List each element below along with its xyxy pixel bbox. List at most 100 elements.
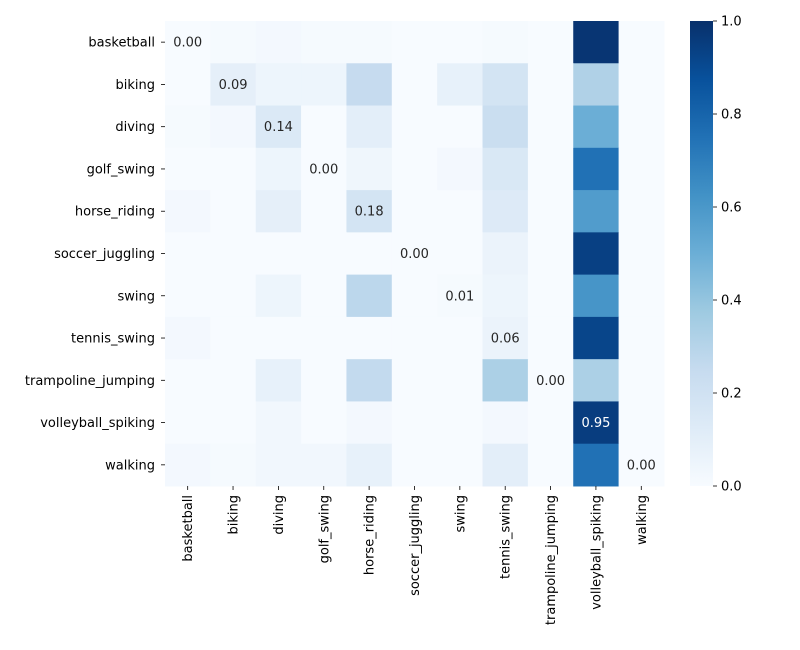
cell-annotation: 0.14 bbox=[264, 120, 293, 135]
heatmap-cell bbox=[391, 274, 438, 318]
heatmap-cells bbox=[165, 21, 665, 487]
y-tick-label: soccer_juggling bbox=[54, 247, 155, 262]
x-tick-label: trampoline_jumping bbox=[544, 495, 559, 625]
heatmap-cell bbox=[210, 21, 257, 64]
heatmap-cell bbox=[391, 21, 438, 64]
heatmap-cell bbox=[255, 21, 302, 64]
heatmap-cell bbox=[482, 21, 529, 64]
heatmap-cell bbox=[346, 190, 393, 233]
heatmap-cell bbox=[482, 190, 529, 233]
heatmap-cell bbox=[210, 232, 257, 276]
y-tick-label: swing bbox=[117, 289, 155, 304]
colorbar-tick-label: 0.0 bbox=[721, 480, 742, 495]
heatmap-cell bbox=[482, 401, 529, 445]
heatmap-cell bbox=[255, 190, 302, 233]
heatmap-cell bbox=[301, 190, 347, 233]
cell-annotation: 0.00 bbox=[173, 36, 202, 51]
heatmap-cell bbox=[301, 401, 347, 445]
heatmap-cell bbox=[301, 316, 347, 360]
heatmap-cell bbox=[437, 274, 484, 318]
heatmap-cell bbox=[165, 359, 211, 402]
heatmap-cell bbox=[573, 21, 620, 64]
heatmap-cell bbox=[346, 316, 393, 360]
heatmap-cell bbox=[346, 359, 393, 402]
heatmap-cell bbox=[482, 63, 529, 107]
heatmap-cell bbox=[346, 443, 393, 487]
heatmap-cell bbox=[482, 316, 529, 360]
heatmap-cell bbox=[255, 274, 302, 318]
x-tick-label: golf_swing bbox=[317, 495, 332, 563]
heatmap-cell bbox=[391, 443, 438, 487]
heatmap-cell bbox=[301, 105, 347, 149]
heatmap-cell bbox=[391, 147, 438, 191]
cell-annotation: 0.00 bbox=[400, 247, 429, 262]
colorbar-tick-label: 0.2 bbox=[721, 387, 742, 402]
heatmap-cell bbox=[165, 443, 211, 487]
heatmap-cell bbox=[527, 274, 574, 318]
heatmap-cell bbox=[301, 274, 347, 318]
heatmap-cell bbox=[527, 232, 574, 276]
heatmap-cell bbox=[573, 147, 620, 191]
heatmap-cell bbox=[573, 359, 620, 402]
heatmap-cell bbox=[618, 443, 665, 487]
heatmap-cell bbox=[573, 232, 620, 276]
heatmap-cell bbox=[527, 190, 574, 233]
heatmap-cell bbox=[346, 63, 393, 107]
x-tick-label: volleyball_spiking bbox=[589, 495, 604, 610]
x-tick-label: tennis_swing bbox=[499, 495, 514, 579]
heatmap-cell bbox=[210, 443, 257, 487]
colorbar-tick-label: 0.4 bbox=[721, 294, 742, 309]
cell-annotation: 0.06 bbox=[491, 332, 520, 347]
heatmap-cell bbox=[437, 232, 484, 276]
heatmap-cell bbox=[301, 63, 347, 107]
heatmap-cell bbox=[165, 105, 211, 149]
cell-annotation: 0.18 bbox=[355, 205, 384, 220]
y-tick-label: golf_swing bbox=[87, 162, 155, 177]
x-tick-label: soccer_juggling bbox=[408, 495, 423, 596]
heatmap-cell bbox=[255, 105, 302, 149]
y-tick-label: diving bbox=[115, 120, 155, 135]
heatmap-cell bbox=[165, 63, 211, 107]
heatmap-cell bbox=[437, 316, 484, 360]
heatmap-cell bbox=[527, 359, 574, 402]
heatmap-cell bbox=[210, 316, 257, 360]
heatmap-cell bbox=[301, 21, 347, 64]
heatmap-cell bbox=[618, 63, 665, 107]
heatmap-cell bbox=[527, 401, 574, 445]
heatmap-cell bbox=[527, 105, 574, 149]
heatmap-cell bbox=[527, 21, 574, 64]
x-tick-label: walking bbox=[635, 495, 650, 545]
colorbar bbox=[690, 21, 713, 486]
heatmap-cell bbox=[391, 63, 438, 107]
heatmap-cell bbox=[482, 274, 529, 318]
heatmap-cell bbox=[482, 105, 529, 149]
y-tick-label: volleyball_spiking bbox=[40, 416, 155, 431]
heatmap-cell bbox=[391, 316, 438, 360]
heatmap-cell bbox=[346, 232, 393, 276]
cell-annotations: 0.00 0.09 0.14 0.00 0.18 0.00 0.01 0.06 0.00 0.95… bbox=[173, 36, 656, 474]
heatmap-cell bbox=[618, 147, 665, 191]
heatmap-cell bbox=[346, 105, 393, 149]
heatmap-cell bbox=[255, 359, 302, 402]
heatmap-cell bbox=[391, 105, 438, 149]
heatmap-cell bbox=[255, 232, 302, 276]
heatmap-cell bbox=[618, 274, 665, 318]
heatmap-cell bbox=[391, 359, 438, 402]
heatmap-cell bbox=[255, 63, 302, 107]
heatmap-cell bbox=[391, 401, 438, 445]
colorbar-tick-label: 1.0 bbox=[721, 15, 742, 30]
heatmap-cell bbox=[255, 316, 302, 360]
heatmap-cell bbox=[618, 232, 665, 276]
heatmap-cell bbox=[301, 232, 347, 276]
x-tick-label: swing bbox=[453, 495, 468, 533]
heatmap-cell bbox=[255, 443, 302, 487]
heatmap-cell bbox=[527, 147, 574, 191]
heatmap-cell bbox=[482, 359, 529, 402]
heatmap-cell bbox=[618, 21, 665, 64]
heatmap-cell bbox=[482, 232, 529, 276]
heatmap-cell bbox=[165, 401, 211, 445]
heatmap-cell bbox=[255, 147, 302, 191]
heatmap-cell bbox=[618, 316, 665, 360]
heatmap-cell bbox=[437, 359, 484, 402]
y-tick-label: walking bbox=[105, 458, 155, 473]
